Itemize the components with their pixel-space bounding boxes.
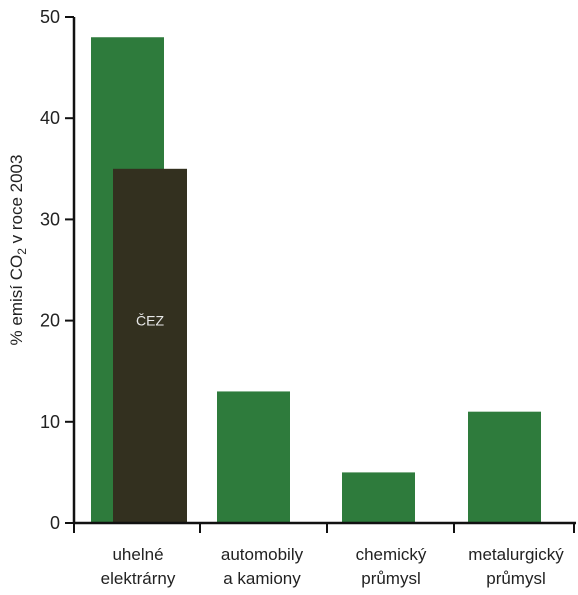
y-tick-label: 50 [40, 7, 60, 27]
y-tick-label: 10 [40, 412, 60, 432]
x-category-label-3-line-0: metalurgický [468, 545, 564, 564]
bar-3 [468, 411, 541, 523]
y-ticks: 0 10 20 30 40 50 [40, 7, 74, 533]
y-axis-title: % emisí CO2 v roce 2003 [7, 155, 29, 346]
y-axis-title-subscript: 2 [15, 248, 29, 255]
x-category-label-2-line-1: průmysl [361, 569, 421, 588]
x-category-label-0-line-0: uhelné [112, 545, 163, 564]
x-category-label-1-line-0: automobily [221, 545, 304, 564]
bar-annotation-cez: ČEZ [136, 313, 164, 329]
y-axis-title-main: % emisí CO [7, 255, 26, 346]
bar-1 [217, 391, 290, 523]
bar-overlay-0 [113, 168, 187, 524]
y-axis-title-suffix: v roce 2003 [7, 155, 26, 249]
x-category-label-2-line-0: chemický [356, 545, 427, 564]
y-tick-label: 30 [40, 209, 60, 229]
axes [72, 17, 576, 525]
y-tick-label: 0 [50, 513, 60, 533]
x-category-label-3-line-1: průmysl [486, 569, 546, 588]
bars [91, 37, 541, 524]
annotations: ČEZ [136, 313, 164, 329]
y-axis-title-group: % emisí CO2 v roce 2003 [7, 155, 29, 346]
x-category-label-1-line-1: a kamiony [223, 569, 301, 588]
bar-2 [342, 472, 415, 523]
y-tick-label: 40 [40, 108, 60, 128]
y-tick-label: 20 [40, 311, 60, 331]
x-ticks: uhelné elektrárny automobily a kamiony chemi… [73, 523, 575, 588]
x-category-label-0-line-1: elektrárny [101, 569, 176, 588]
